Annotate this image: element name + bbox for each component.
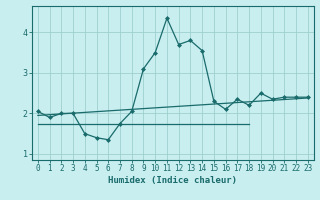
X-axis label: Humidex (Indice chaleur): Humidex (Indice chaleur) bbox=[108, 176, 237, 185]
